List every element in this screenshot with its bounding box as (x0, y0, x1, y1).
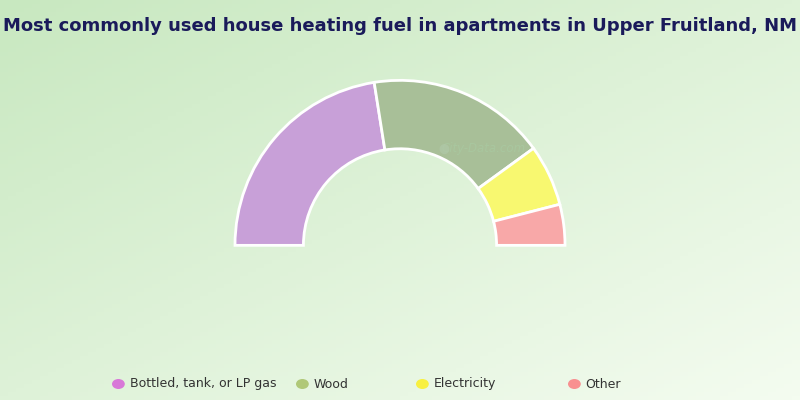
Text: Electricity: Electricity (434, 378, 496, 390)
Text: Most commonly used house heating fuel in apartments in Upper Fruitland, NM: Most commonly used house heating fuel in… (3, 18, 797, 36)
Wedge shape (235, 82, 385, 245)
Text: Wood: Wood (314, 378, 349, 390)
Text: ⬤: ⬤ (438, 144, 450, 154)
Text: Bottled, tank, or LP gas: Bottled, tank, or LP gas (130, 378, 276, 390)
Wedge shape (478, 148, 560, 221)
Text: Other: Other (586, 378, 621, 390)
Wedge shape (374, 80, 534, 188)
Wedge shape (494, 204, 565, 245)
Text: City-Data.com: City-Data.com (442, 142, 526, 155)
